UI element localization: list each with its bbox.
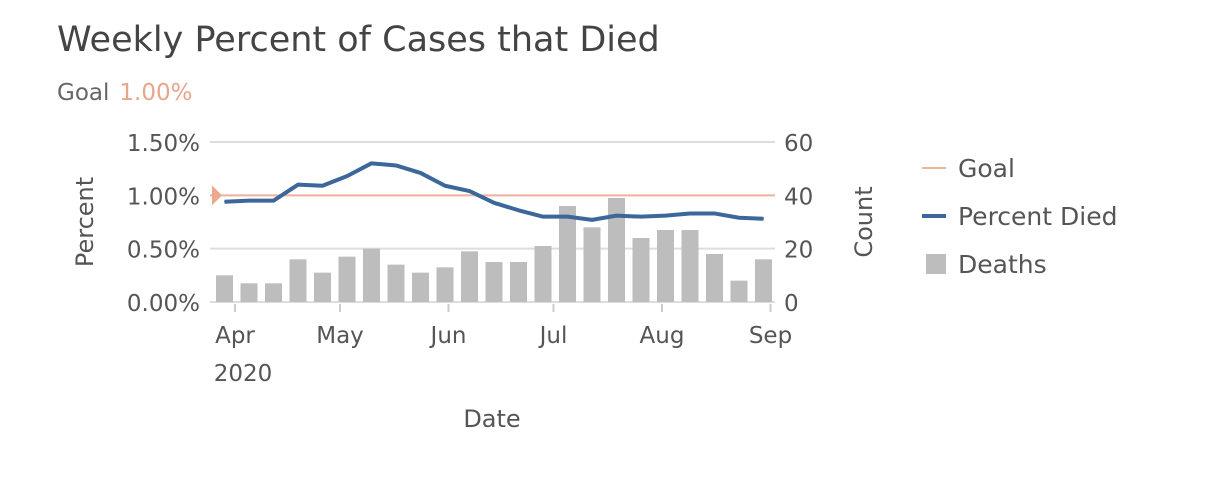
point-percent-died — [542, 216, 544, 218]
bar-deaths — [608, 198, 625, 302]
y-right-tick-label: 60 — [784, 131, 813, 157]
legend-percent-died-label: Percent Died — [958, 202, 1117, 231]
point-percent-died — [763, 218, 764, 220]
goal-label: Goal — [57, 80, 110, 106]
bar-deaths — [436, 267, 454, 302]
bar-deaths — [534, 246, 552, 302]
bar-deaths — [510, 262, 527, 302]
y-left-tick-label: 1.00% — [127, 184, 200, 210]
chart-title: Weekly Percent of Cases that Died — [57, 20, 660, 60]
point-percent-died — [665, 215, 666, 217]
bar-deaths — [240, 283, 258, 302]
bar-deaths — [559, 206, 576, 302]
point-percent-died — [469, 190, 470, 192]
bar-deaths — [657, 230, 674, 302]
y-left-tick-label: 0.50% — [127, 238, 200, 264]
bar-deaths — [216, 275, 233, 302]
x-tick-label: Sep — [749, 323, 792, 349]
point-percent-died — [297, 184, 299, 186]
point-percent-died — [591, 219, 593, 221]
point-percent-died — [714, 212, 715, 214]
x-tick-sublabel: 2020 — [214, 361, 273, 387]
bar-deaths — [338, 256, 356, 302]
y-left-tick-label: 1.50% — [127, 131, 200, 157]
bar-deaths — [461, 251, 478, 302]
bar-deaths — [681, 230, 699, 302]
bar-deaths — [485, 262, 503, 302]
x-tick-label: Jun — [429, 323, 467, 349]
point-percent-died — [420, 172, 421, 174]
y-left-tick-label: 0.00% — [127, 291, 200, 317]
x-tick-label: Jul — [538, 323, 568, 349]
line-percent-died — [224, 161, 764, 222]
bar-deaths — [314, 272, 331, 302]
point-percent-died — [518, 209, 519, 211]
point-percent-died — [346, 175, 348, 177]
x-tick-label: May — [316, 323, 364, 349]
x-axis-title: Date — [463, 405, 520, 433]
point-percent-died — [224, 201, 225, 203]
y-right-tick-label: 0 — [784, 291, 799, 317]
point-percent-died — [738, 217, 740, 219]
point-percent-died — [640, 216, 642, 218]
y-right-axis-title: Count — [850, 186, 878, 257]
legend-deaths-label: Deaths — [958, 250, 1047, 279]
bar-deaths — [387, 264, 405, 302]
y-left-axis-title: Percent — [71, 177, 99, 267]
point-percent-died — [616, 215, 617, 217]
bar-deaths — [755, 259, 772, 302]
bar-deaths — [289, 259, 307, 302]
bar-deaths — [583, 227, 601, 302]
point-percent-died — [273, 200, 274, 202]
y-right-tick-label: 20 — [784, 238, 813, 264]
legend-goal-label: Goal — [958, 154, 1015, 183]
point-percent-died — [493, 202, 495, 204]
y-right-tick-label: 40 — [784, 184, 813, 210]
x-tick-label: Apr — [215, 323, 255, 349]
x-tick-label: Aug — [640, 323, 685, 349]
goal-summary: Goal 1.00% — [57, 80, 192, 106]
point-percent-died — [395, 164, 397, 166]
bar-deaths — [706, 254, 723, 302]
point-percent-died — [322, 185, 323, 187]
bar-deaths — [730, 280, 748, 302]
legend-deaths-swatch — [926, 254, 946, 274]
point-percent-died — [444, 185, 446, 187]
bar-deaths — [412, 272, 429, 302]
bar-deaths — [632, 238, 650, 302]
point-percent-died — [689, 212, 691, 214]
bar-deaths — [363, 248, 380, 302]
goal-value: 1.00% — [119, 80, 193, 106]
point-percent-died — [567, 216, 568, 218]
point-percent-died — [371, 162, 372, 164]
bar-deaths — [265, 283, 282, 302]
point-percent-died — [248, 200, 250, 202]
goal-marker-icon — [212, 185, 222, 206]
